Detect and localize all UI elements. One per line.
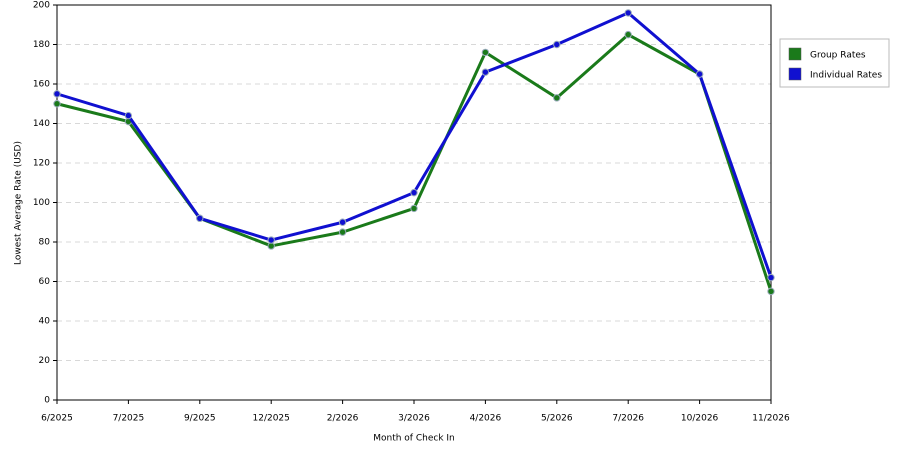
data-point (767, 273, 775, 282)
x-tick-label: 9/2025 (184, 414, 216, 424)
data-point (695, 70, 704, 78)
data-point (624, 30, 632, 39)
y-tick-label: 120 (33, 159, 50, 169)
legend: Group Rates Individual Rates (779, 38, 890, 88)
data-point (553, 94, 561, 102)
data-point (53, 100, 61, 108)
y-tick-label: 0 (44, 396, 50, 406)
x-tick-label: 12/2025 (253, 414, 290, 424)
y-tick-label: 140 (33, 119, 50, 129)
y-tick-label: 160 (33, 80, 50, 90)
data-point (767, 287, 775, 296)
y-tick-label: 20 (39, 356, 51, 366)
y-axis-title: Lowest Average Rate (USD) (14, 141, 24, 265)
x-tick-label: 3/2026 (398, 414, 430, 424)
y-tick-label: 100 (33, 198, 50, 208)
data-point (53, 90, 61, 98)
x-tick-label: 11/2026 (752, 414, 790, 424)
y-tick-label: 180 (33, 40, 50, 50)
x-tick-label: 7/2026 (612, 414, 644, 424)
data-point (481, 68, 490, 76)
data-point (338, 228, 347, 236)
y-tick-label: 80 (39, 238, 51, 248)
legend-swatch (788, 47, 802, 61)
legend-swatch (788, 67, 802, 81)
data-point (267, 236, 275, 244)
legend-label: Group Rates (810, 51, 866, 61)
x-tick-label: 6/2025 (41, 414, 73, 424)
legend-label: Individual Rates (810, 71, 882, 81)
data-point (410, 188, 418, 197)
data-point (338, 218, 347, 226)
y-tick-label: 40 (39, 317, 51, 327)
x-tick-label: 2/2026 (327, 414, 359, 424)
plot-frame (56, 4, 772, 401)
data-point (481, 48, 490, 57)
data-point (553, 40, 561, 49)
y-tick-label: 200 (33, 1, 50, 11)
y-tick-label: 60 (39, 277, 51, 287)
x-axis-title: Month of Check In (373, 434, 455, 444)
data-point (196, 214, 204, 223)
x-tick-label: 7/2025 (113, 414, 145, 424)
x-tick-label: 10/2026 (681, 414, 719, 424)
x-tick-label: 5/2026 (541, 414, 573, 424)
data-point (624, 9, 632, 17)
data-point (124, 111, 133, 120)
data-point (410, 204, 418, 213)
x-tick-label: 4/2026 (470, 414, 502, 424)
